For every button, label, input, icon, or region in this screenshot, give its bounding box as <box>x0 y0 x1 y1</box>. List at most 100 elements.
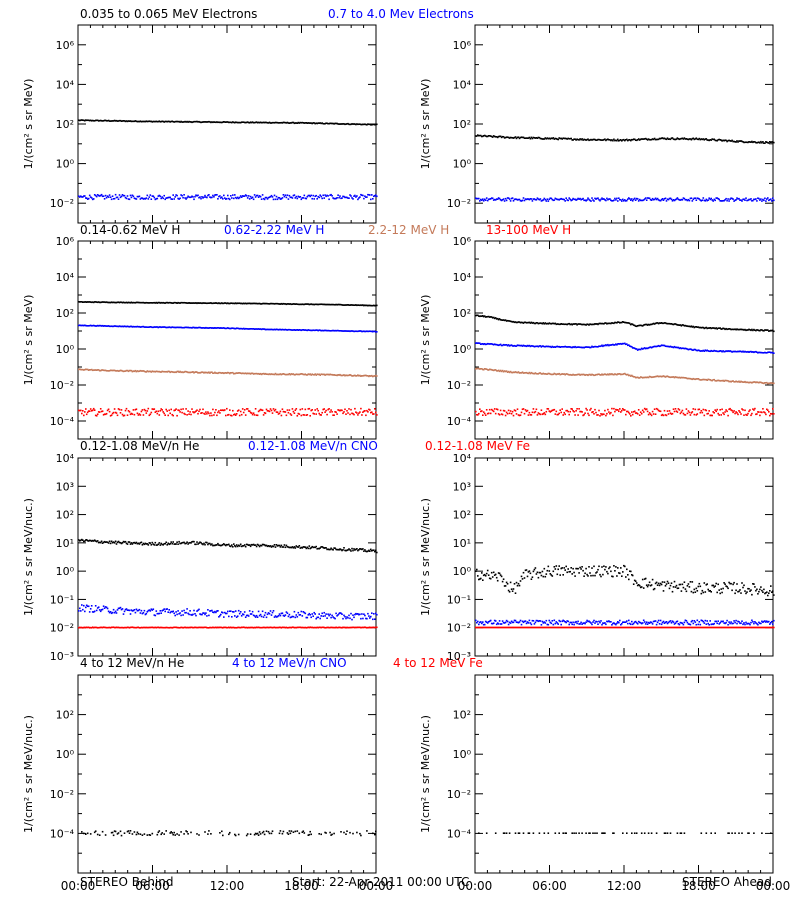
data-point <box>309 329 311 332</box>
data-point <box>673 376 676 379</box>
data-point <box>769 351 771 353</box>
data-point <box>235 544 238 546</box>
data-point <box>702 408 705 411</box>
data-point <box>99 626 102 629</box>
data-point <box>306 374 309 376</box>
data-point <box>533 372 536 375</box>
data-point <box>627 344 629 347</box>
data-point <box>86 198 89 200</box>
data-point <box>131 626 134 628</box>
data-point <box>342 304 344 306</box>
data-point <box>675 198 678 200</box>
data-point <box>146 194 149 197</box>
data-point <box>314 373 316 375</box>
data-point <box>285 303 288 306</box>
data-point <box>514 410 517 412</box>
data-point <box>110 325 113 327</box>
data-point <box>247 195 250 197</box>
data-point <box>352 614 354 616</box>
data-point <box>612 343 614 346</box>
data-point <box>664 414 667 416</box>
data-point <box>593 374 595 377</box>
data-point <box>681 324 684 326</box>
data-point <box>201 626 203 629</box>
data-point <box>637 348 640 351</box>
data-point <box>485 316 488 318</box>
data-point <box>533 411 536 414</box>
data-point <box>147 544 150 546</box>
data-point <box>253 194 256 196</box>
data-point <box>267 122 270 124</box>
data-point <box>301 626 304 629</box>
data-point <box>126 609 129 611</box>
data-point <box>724 379 726 382</box>
data-point <box>173 198 175 200</box>
data-point <box>500 413 503 415</box>
data-point <box>564 200 566 202</box>
data-point <box>639 324 642 327</box>
data-point <box>483 134 486 137</box>
data-point <box>345 549 347 552</box>
data-point <box>226 121 228 123</box>
data-point <box>315 413 317 415</box>
data-point <box>130 626 133 629</box>
data-point <box>129 194 132 197</box>
data-point <box>270 328 273 331</box>
data-point <box>158 194 161 197</box>
data-point <box>158 370 161 373</box>
data-point <box>718 198 720 201</box>
data-point <box>510 197 513 200</box>
data-point <box>369 617 371 619</box>
data-point <box>187 612 189 615</box>
data-point <box>515 413 518 415</box>
data-point <box>708 197 710 199</box>
data-point <box>351 375 353 377</box>
data-point <box>675 138 678 140</box>
data-point <box>154 371 157 373</box>
data-point <box>223 626 225 629</box>
data-point <box>551 373 554 376</box>
data-point <box>678 199 681 201</box>
data-point <box>235 627 238 629</box>
data-point <box>245 408 248 410</box>
data-point <box>227 610 229 613</box>
data-point <box>596 414 598 416</box>
data-point <box>271 626 274 629</box>
data-point <box>173 626 175 629</box>
data-point <box>132 120 135 123</box>
data-point <box>245 626 248 629</box>
data-point <box>119 369 122 372</box>
data-point <box>268 545 271 548</box>
data-point <box>525 371 528 374</box>
data-point <box>641 138 644 140</box>
data-point <box>211 371 213 373</box>
data-point <box>98 301 101 304</box>
data-point <box>762 382 764 384</box>
data-point <box>375 626 377 629</box>
data-point <box>294 197 297 199</box>
data-point <box>194 371 196 373</box>
data-point <box>258 373 261 375</box>
data-point <box>750 198 752 200</box>
data-point <box>294 626 297 629</box>
data-point <box>184 197 186 199</box>
data-point <box>370 411 372 414</box>
data-point <box>675 410 678 412</box>
data-point <box>271 328 274 331</box>
data-point <box>196 195 198 197</box>
data-point <box>593 346 595 348</box>
data-point <box>201 613 203 616</box>
data-point <box>351 330 353 332</box>
data-point <box>718 379 720 382</box>
data-point <box>209 610 211 612</box>
data-point <box>328 548 330 551</box>
data-point <box>179 411 181 413</box>
data-point <box>553 346 556 348</box>
data-point <box>489 198 492 200</box>
data-point <box>306 303 309 305</box>
data-point <box>289 546 292 549</box>
data-point <box>676 197 679 199</box>
data-point <box>162 544 164 546</box>
data-point <box>590 374 592 376</box>
data-point <box>200 121 202 124</box>
